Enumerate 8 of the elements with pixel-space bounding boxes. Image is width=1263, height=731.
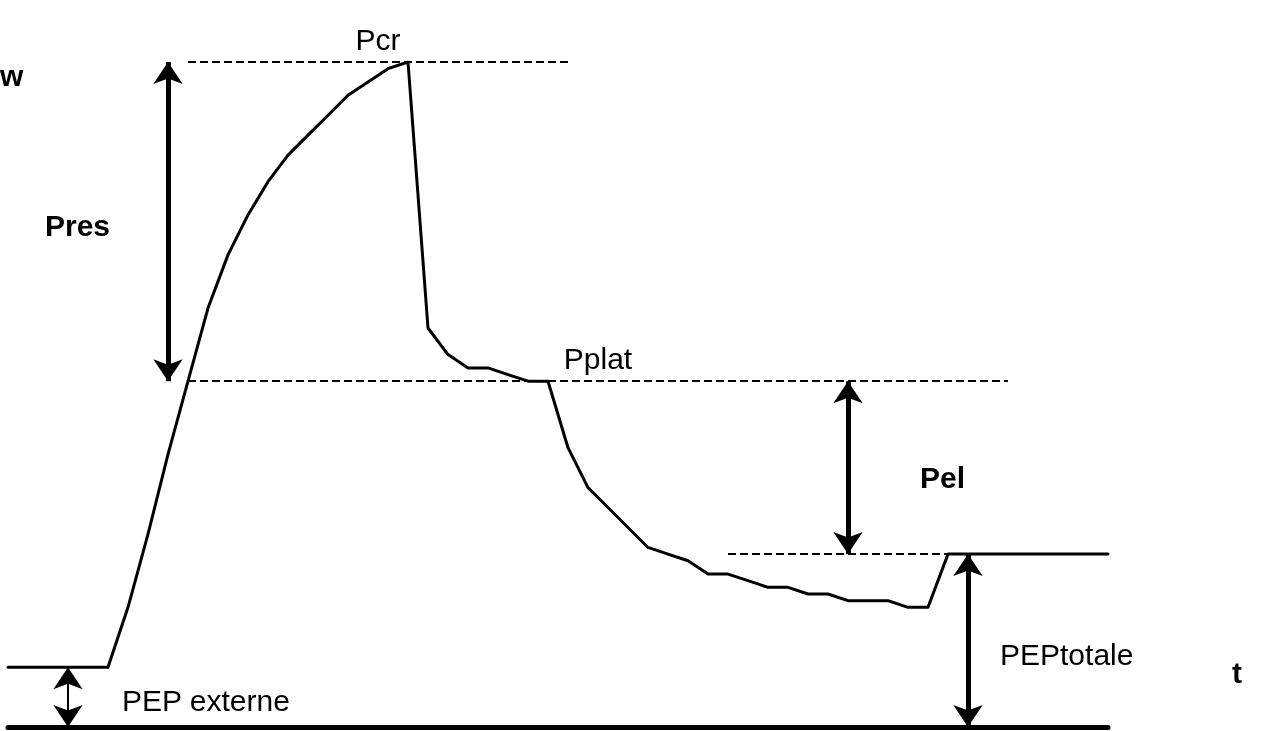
annotation: PEPtotale [1000, 637, 1134, 671]
y-axis-title: w [0, 58, 24, 92]
annotation: PEP externe [122, 683, 290, 717]
annotation: Pres [45, 208, 111, 242]
ref-line-label: Pplat [563, 341, 633, 375]
x-axis-title: t [1232, 655, 1242, 689]
ref-line-label: Pcr [355, 22, 401, 56]
annotation: Pel [920, 460, 966, 494]
